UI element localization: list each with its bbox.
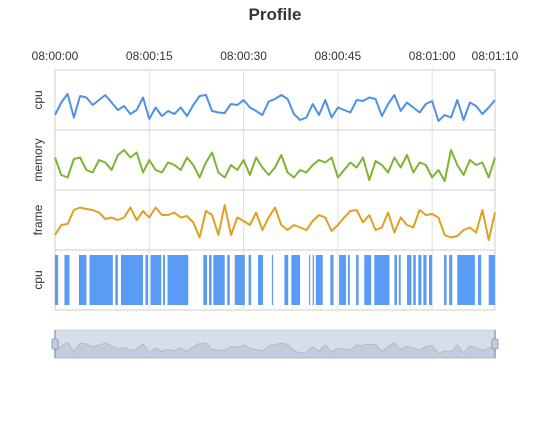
overview-slider[interactable] <box>51 329 499 359</box>
cpu-activity-bar <box>418 255 422 305</box>
cpu-activity-bar <box>488 255 495 305</box>
cpu-activity-bar <box>150 255 162 305</box>
series-line-cpu <box>54 93 496 122</box>
cpu-activity-bar <box>115 255 118 305</box>
cpu-activity-bar <box>167 255 189 305</box>
cpu-activity-bar <box>312 255 314 305</box>
cpu-activity-bar <box>271 255 274 305</box>
cpu-activity-bar <box>413 255 416 305</box>
x-tick-label: 08:00:15 <box>126 49 173 63</box>
cpu-activity-bar <box>145 255 149 305</box>
cpu-activity-bar <box>429 255 433 305</box>
cpu-activity-bar <box>64 255 70 305</box>
cpu-activity-bar <box>163 255 165 305</box>
cpu-activity-bar <box>308 255 311 305</box>
cpu-activity-bar <box>315 255 323 305</box>
cpu-activity-bar <box>394 255 397 305</box>
cpu-activity-bar <box>258 255 264 305</box>
overview-handle-right[interactable] <box>491 338 499 350</box>
series-line-memory <box>54 149 496 182</box>
series-label-1: memory <box>31 138 45 181</box>
overview-area <box>54 342 496 359</box>
cpu-activity-bar <box>234 255 245 305</box>
series-label-0: cpu <box>31 90 45 109</box>
series-label-2: frame <box>31 204 45 235</box>
cpu-activity-bar <box>374 255 390 305</box>
series-layer <box>54 93 496 305</box>
panel-frame <box>54 129 496 191</box>
series-line-frame <box>54 204 496 241</box>
x-tick-label: 08:01:00 <box>409 49 456 63</box>
cpu-activity-bar <box>407 255 412 305</box>
overview-handle-left[interactable] <box>51 338 59 350</box>
cpu-activity-bar <box>284 255 289 305</box>
cpu-activity-bar <box>78 255 87 305</box>
x-tick-label: 08:00:45 <box>314 49 361 63</box>
cpu-activity-bar <box>356 255 359 305</box>
cpu-activity-bar <box>423 255 427 305</box>
cpu-activity-bar <box>209 255 212 305</box>
cpu-activity-bar <box>291 255 301 305</box>
overview-selection[interactable] <box>55 330 495 358</box>
cpu-activity-bar <box>121 255 143 305</box>
cpu-activity-bar <box>449 255 453 305</box>
x-tick-label: 08:01:10 <box>472 49 519 63</box>
cpu-activity-bar <box>203 255 208 305</box>
cpu-activity-bar <box>213 255 225 305</box>
chart-title: Profile <box>249 5 302 24</box>
cpu-activity-bar <box>478 255 482 305</box>
cpu-activity-bar <box>330 255 334 305</box>
x-tick-label: 08:00:00 <box>32 49 79 63</box>
cpu-activity-bar <box>89 255 113 305</box>
cpu-activity-bar <box>248 255 252 305</box>
panel-labels: cpu memory frame cpu <box>31 90 45 289</box>
x-axis-tick-labels: 08:00:00 08:00:15 08:00:30 08:00:45 08:01:00… <box>32 49 519 63</box>
cpu-activity-bar <box>55 255 59 305</box>
cpu-activity-bar <box>339 255 347 305</box>
cpu-activity-bar <box>227 255 230 305</box>
cpu-activity-bar <box>347 255 350 305</box>
series-label-3: cpu <box>31 270 45 289</box>
cpu-activity-bar <box>364 255 372 305</box>
cpu-activity-bar <box>457 255 475 305</box>
cpu-activity-bar <box>444 255 447 305</box>
x-tick-label: 08:00:30 <box>220 49 267 63</box>
cpu-activity-bar <box>398 255 401 305</box>
panel-frame <box>54 189 496 251</box>
